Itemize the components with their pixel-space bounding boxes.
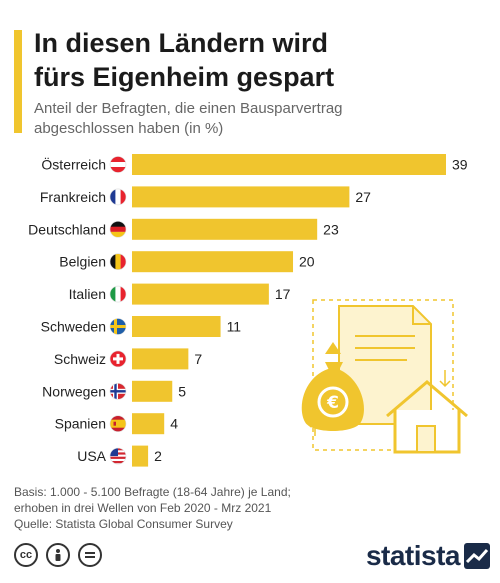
creative-commons-icon[interactable]: cc	[14, 543, 38, 567]
france-flag-icon	[109, 188, 127, 206]
value-label: 2	[154, 448, 162, 464]
usa-flag-icon	[109, 447, 127, 465]
value-label: 27	[355, 189, 371, 205]
bar-belgien	[132, 251, 294, 273]
bar-deutschland	[132, 218, 318, 240]
basis-note-line-1: Basis: 1.000 - 5.100 Befragte (18-64 Jah…	[14, 485, 291, 499]
no-derivatives-icon[interactable]	[78, 543, 102, 567]
bar-italien	[132, 283, 269, 305]
subtitle-line-1: Anteil der Befragten, die einen Bausparv…	[34, 100, 343, 117]
switzerland-flag-icon	[109, 350, 127, 368]
savings-house-illustration-icon: €	[301, 299, 468, 454]
germany-flag-icon	[109, 221, 127, 238]
statista-logo[interactable]: statista	[366, 540, 490, 572]
value-label: 7	[194, 351, 202, 367]
value-label: 39	[452, 157, 468, 173]
category-label: Schweiz	[54, 351, 106, 367]
value-label: 4	[170, 416, 178, 432]
belgium-flag-icon	[109, 253, 127, 270]
category-label: Frankreich	[40, 189, 106, 205]
category-label: Deutschland	[28, 221, 106, 237]
title-line-2: fürs Eigenheim gespart	[34, 62, 335, 92]
footer-notes: Basis: 1.000 - 5.100 Befragte (18-64 Jah…	[14, 484, 291, 532]
sweden-flag-icon	[109, 318, 127, 335]
bar-frankreich	[132, 186, 350, 208]
spain-flag-icon	[109, 415, 127, 433]
category-label: Italien	[69, 286, 106, 302]
bar-norwegen	[132, 380, 173, 402]
category-label: Schweden	[41, 319, 106, 335]
category-label: Belgien	[59, 254, 106, 270]
austria-flag-icon	[109, 156, 127, 173]
bar-schweiz	[132, 348, 189, 370]
bar-spanien	[132, 413, 165, 435]
attribution-icon[interactable]	[46, 543, 70, 567]
subtitle-line-2: abgeschlossen haben (in %)	[34, 120, 224, 137]
svg-text:€: €	[326, 393, 339, 413]
value-label: 5	[178, 383, 186, 399]
value-label: 11	[227, 319, 242, 335]
title-line-1: In diesen Ländern wird	[34, 28, 329, 58]
brand-name: statista	[365, 540, 461, 571]
bar-österreich	[132, 154, 446, 175]
category-label: Norwegen	[42, 383, 106, 399]
category-label: Österreich	[41, 156, 106, 173]
chart-title: In diesen Ländern wird fürs Eigenheim ge…	[34, 26, 334, 94]
basis-note-line-2: erhoben in drei Wellen von Feb 2020 - Mr…	[14, 501, 272, 515]
bar-schweden	[132, 316, 221, 337]
chart-subtitle: Anteil der Befragten, die einen Bausparv…	[34, 99, 343, 139]
bar-usa	[132, 445, 149, 467]
statista-mark-icon	[464, 543, 490, 569]
italy-flag-icon	[109, 285, 127, 303]
source-note: Quelle: Statista Global Consumer Survey	[14, 517, 233, 531]
value-label: 23	[323, 221, 339, 237]
category-label: USA	[77, 448, 106, 464]
category-label: Spanien	[55, 416, 106, 432]
norway-flag-icon	[109, 383, 127, 400]
value-label: 17	[275, 286, 291, 302]
title-accent-bar	[14, 30, 22, 133]
value-label: 20	[299, 254, 315, 270]
